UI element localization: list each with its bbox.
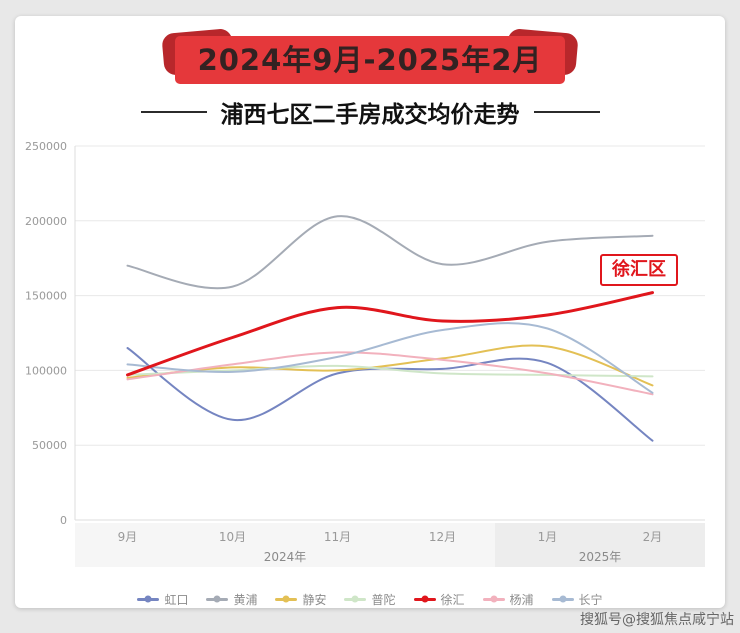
series-line-黄浦 <box>126 215 654 290</box>
y-tick-label: 250000 <box>25 140 67 153</box>
series-line-长宁 <box>126 322 654 394</box>
chart-card: 2024年9月-2025年2月 浦西七区二手房成交均价走势 0 50000 1000… <box>15 16 725 608</box>
x-tick-label: 9月 <box>118 530 138 544</box>
x-tick-label: 11月 <box>324 530 351 544</box>
legend-line-marker <box>551 595 574 603</box>
y-tick-label: 150000 <box>25 290 67 303</box>
legend-label: 虹口 <box>164 592 189 607</box>
x-tick-label: 10月 <box>219 530 246 544</box>
legend-label: 杨浦 <box>509 592 534 607</box>
legend-line-marker <box>482 595 505 603</box>
legend-line-marker <box>344 595 367 603</box>
legend-item-徐汇[interactable]: 徐汇 <box>413 591 465 608</box>
legend-item-普陀[interactable]: 普陀 <box>344 591 396 608</box>
legend-dot-marker <box>421 595 428 603</box>
date-range-text: 2024年9月-2025年2月 <box>175 36 565 84</box>
legend-dot-marker <box>559 595 567 603</box>
legend-line-marker <box>206 595 229 603</box>
legend-line-marker <box>275 595 298 603</box>
series-line-徐汇 <box>126 291 654 377</box>
year-label: 2024年 <box>264 550 307 564</box>
title-decor-line-left <box>140 111 207 113</box>
year-label: 2025年 <box>579 550 622 564</box>
legend-dot-marker <box>144 595 152 603</box>
page-title: 浦西七区二手房成交均价走势 <box>220 102 520 128</box>
legend-item-长宁[interactable]: 长宁 <box>551 591 603 608</box>
legend-label: 静安 <box>302 592 327 607</box>
legend-dot-marker <box>351 595 359 603</box>
watermark-text: 搜狐号@搜狐焦点咸宁站 <box>580 612 734 628</box>
xuhui-annotation: 徐汇区 <box>600 254 678 286</box>
legend-item-静安[interactable]: 静安 <box>275 591 326 608</box>
legend-item-黄浦[interactable]: 黄浦 <box>206 591 257 608</box>
legend-dot-marker <box>282 595 290 603</box>
legend-line-marker <box>413 595 436 603</box>
legend-dot-marker <box>490 595 498 603</box>
legend-label: 徐汇 <box>440 592 465 607</box>
title-decor-line-right <box>533 111 600 113</box>
series-line-虹口 <box>126 347 654 442</box>
y-tick-label: 200000 <box>25 215 67 228</box>
y-tick-label: 0 <box>60 514 67 527</box>
legend-label: 黄浦 <box>233 592 258 607</box>
date-ribbon: 2024年9月-2025年2月 <box>175 36 565 84</box>
legend-label: 普陀 <box>371 592 396 607</box>
series-line-静安 <box>126 344 654 387</box>
legend-item-虹口[interactable]: 虹口 <box>137 591 188 608</box>
x-tick-label: 2月 <box>643 530 663 544</box>
x-tick-label: 1月 <box>538 530 558 544</box>
legend-dot-marker <box>213 595 221 603</box>
axis-band <box>75 523 495 567</box>
axis-band <box>495 523 705 567</box>
series-line-杨浦 <box>126 351 654 396</box>
chart-legend: 虹口 黄浦 静安 普陀 徐汇 杨浦 长宁 <box>15 586 725 612</box>
price-trend-line-chart: 0 50000 100000 150000 200000 250000 9月 10月 11月 12… <box>25 140 705 567</box>
legend-line-marker <box>137 595 160 603</box>
title-row: 浦西七区二手房成交均价走势 <box>15 96 725 128</box>
y-tick-label: 50000 <box>32 439 67 452</box>
legend-label: 长宁 <box>578 592 603 607</box>
legend-item-杨浦[interactable]: 杨浦 <box>482 591 534 608</box>
y-tick-label: 100000 <box>25 364 67 377</box>
x-tick-label: 12月 <box>429 530 456 544</box>
chart-area: 0 50000 100000 150000 200000 250000 9月 10月 11月 12… <box>20 132 720 584</box>
